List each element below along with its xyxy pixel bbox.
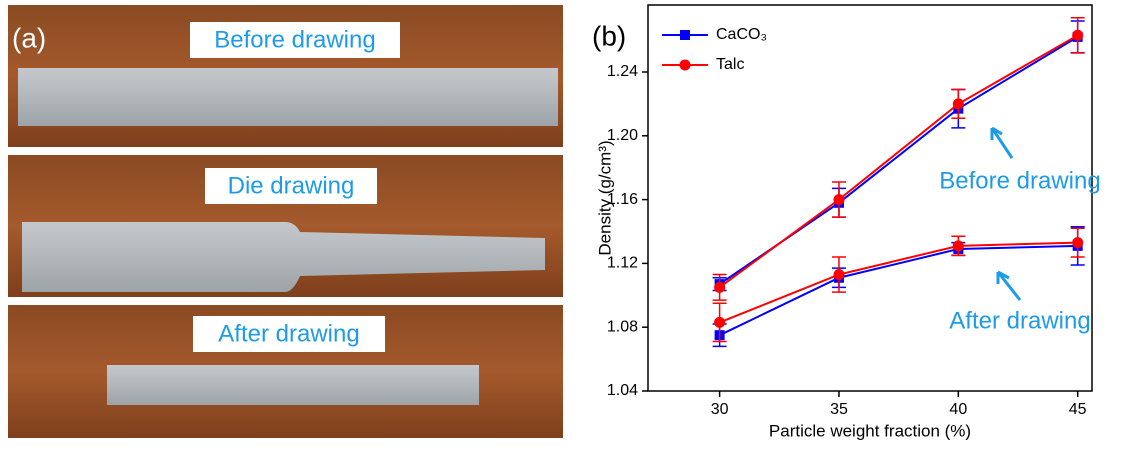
y-tick-label: 1.04 [607,382,638,399]
y-tick-label: 1.16 [607,191,638,208]
legend-marker [679,59,691,71]
marker [714,281,726,293]
y-tick-label: 1.24 [607,63,638,80]
arrow [996,270,1022,301]
photo-label: Before drawing [214,26,375,53]
x-tick-label: 30 [711,401,729,418]
y-axis-label: Density (g/cm³) [595,140,614,255]
y-tick-label: 1.20 [607,127,638,144]
marker [833,269,845,281]
label-box [193,316,385,352]
annotation: Before drawing [939,167,1100,194]
legend-label: Talc [716,56,744,73]
marker [833,194,845,206]
line [719,34,1079,289]
x-tick-label: 45 [1069,401,1087,418]
marker [714,316,726,328]
y-tick-label: 1.08 [607,318,638,335]
arrow [990,126,1014,159]
label-box [190,22,400,58]
plot-frame [647,4,1093,392]
panel-label: (b) [592,20,626,51]
line [719,244,1078,337]
panel-label: (a) [12,22,46,53]
specimen [22,222,545,292]
label-box [205,168,377,204]
legend-marker [680,30,690,40]
photo-label: Die drawing [228,172,355,199]
photo-label: After drawing [218,320,359,347]
legend-label: CaCO₃ [716,26,767,43]
x-axis-label: Particle weight fraction (%) [769,421,971,440]
marker [952,98,964,110]
specimen [107,365,479,405]
marker [1072,237,1084,249]
annotation: After drawing [949,307,1090,334]
marker [1072,29,1084,41]
y-tick-label: 1.12 [607,255,638,272]
specimen [18,68,558,126]
marker [952,240,964,252]
x-tick-label: 40 [949,401,967,418]
line [719,241,1078,324]
x-tick-label: 35 [830,401,848,418]
